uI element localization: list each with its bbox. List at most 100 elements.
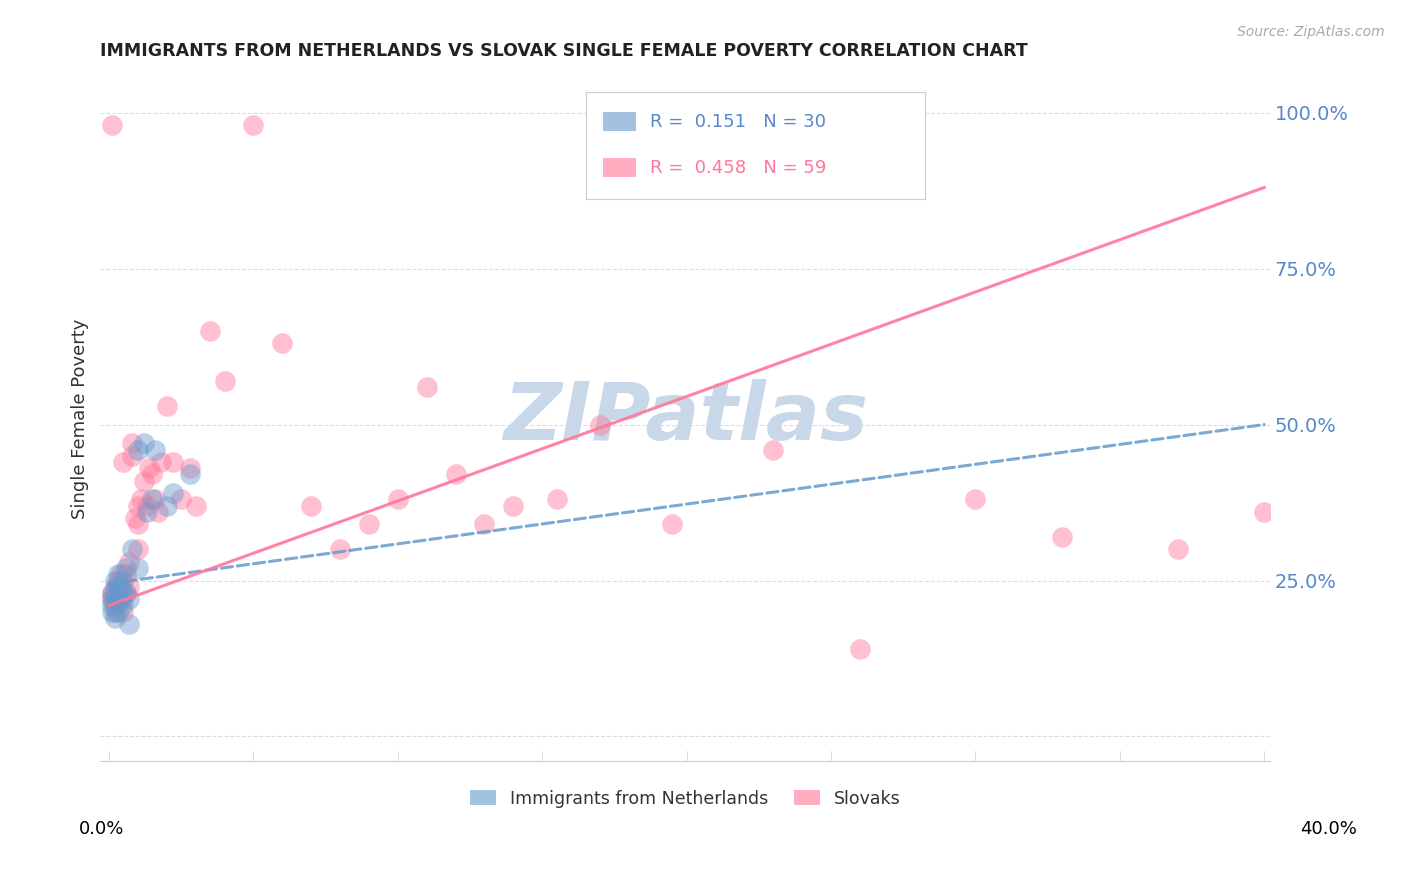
Point <box>242 118 264 132</box>
Point <box>129 492 152 507</box>
Point <box>1253 505 1275 519</box>
Point <box>112 599 135 613</box>
Text: R =  0.458   N = 59: R = 0.458 N = 59 <box>650 159 827 177</box>
Point <box>127 517 149 532</box>
Point <box>299 499 322 513</box>
Point <box>110 567 132 582</box>
Point <box>150 455 173 469</box>
Point <box>107 592 129 607</box>
Point <box>179 461 201 475</box>
Point <box>502 499 524 513</box>
Point <box>115 561 138 575</box>
Point <box>357 517 380 532</box>
Y-axis label: Single Female Poverty: Single Female Poverty <box>72 318 89 518</box>
Point <box>415 380 437 394</box>
Point <box>118 580 141 594</box>
FancyBboxPatch shape <box>603 112 636 131</box>
Point <box>143 492 166 507</box>
Point <box>121 449 143 463</box>
Point <box>132 474 155 488</box>
Point <box>474 517 496 532</box>
FancyBboxPatch shape <box>586 93 925 199</box>
Point <box>110 592 132 607</box>
Point <box>146 505 169 519</box>
Point <box>135 505 157 519</box>
Point <box>170 492 193 507</box>
FancyBboxPatch shape <box>603 158 636 178</box>
Point <box>127 499 149 513</box>
Point <box>118 617 141 632</box>
Point <box>132 436 155 450</box>
Point <box>104 605 127 619</box>
Point <box>156 399 179 413</box>
Point <box>101 586 124 600</box>
Point <box>104 574 127 588</box>
Point <box>118 592 141 607</box>
Text: R =  0.151   N = 30: R = 0.151 N = 30 <box>650 113 827 131</box>
Point <box>156 499 179 513</box>
Point <box>107 605 129 619</box>
Text: ZIPatlas: ZIPatlas <box>503 379 868 458</box>
Point <box>762 442 785 457</box>
Point <box>1167 542 1189 557</box>
Point <box>162 486 184 500</box>
Point <box>162 455 184 469</box>
Point <box>107 567 129 582</box>
Point <box>124 511 146 525</box>
Point <box>387 492 409 507</box>
Point <box>1050 530 1073 544</box>
Point <box>141 467 163 482</box>
Point <box>101 118 124 132</box>
Point <box>198 324 221 338</box>
Text: Source: ZipAtlas.com: Source: ZipAtlas.com <box>1237 25 1385 39</box>
Point <box>104 611 127 625</box>
Point <box>127 542 149 557</box>
Point <box>110 580 132 594</box>
Point <box>101 592 124 607</box>
Point <box>107 586 129 600</box>
Point <box>112 574 135 588</box>
Point <box>110 580 132 594</box>
Point <box>115 586 138 600</box>
Point <box>849 642 872 657</box>
Point <box>661 517 683 532</box>
Point <box>101 599 124 613</box>
Point <box>118 555 141 569</box>
Point <box>143 442 166 457</box>
Point <box>965 492 987 507</box>
Point <box>112 455 135 469</box>
Point <box>115 567 138 582</box>
Point <box>104 580 127 594</box>
Text: 40.0%: 40.0% <box>1301 820 1357 838</box>
Point <box>184 499 207 513</box>
Point <box>271 336 294 351</box>
Point <box>138 461 160 475</box>
Point <box>329 542 352 557</box>
Point <box>112 605 135 619</box>
Point <box>546 492 568 507</box>
Point <box>101 592 124 607</box>
Point <box>101 586 124 600</box>
Point <box>101 605 124 619</box>
Point <box>141 492 163 507</box>
Text: 0.0%: 0.0% <box>79 820 124 838</box>
Point <box>121 542 143 557</box>
Point <box>104 599 127 613</box>
Point <box>115 586 138 600</box>
Point <box>110 592 132 607</box>
Point <box>104 586 127 600</box>
Point <box>214 374 236 388</box>
Point <box>589 417 612 432</box>
Point <box>444 467 467 482</box>
Point <box>135 499 157 513</box>
Point <box>127 561 149 575</box>
Point <box>121 436 143 450</box>
Legend: Immigrants from Netherlands, Slovaks: Immigrants from Netherlands, Slovaks <box>463 782 907 814</box>
Point <box>112 586 135 600</box>
Point <box>107 580 129 594</box>
Point <box>107 574 129 588</box>
Point <box>104 592 127 607</box>
Text: IMMIGRANTS FROM NETHERLANDS VS SLOVAK SINGLE FEMALE POVERTY CORRELATION CHART: IMMIGRANTS FROM NETHERLANDS VS SLOVAK SI… <box>100 42 1028 60</box>
Point <box>127 442 149 457</box>
Point <box>179 467 201 482</box>
